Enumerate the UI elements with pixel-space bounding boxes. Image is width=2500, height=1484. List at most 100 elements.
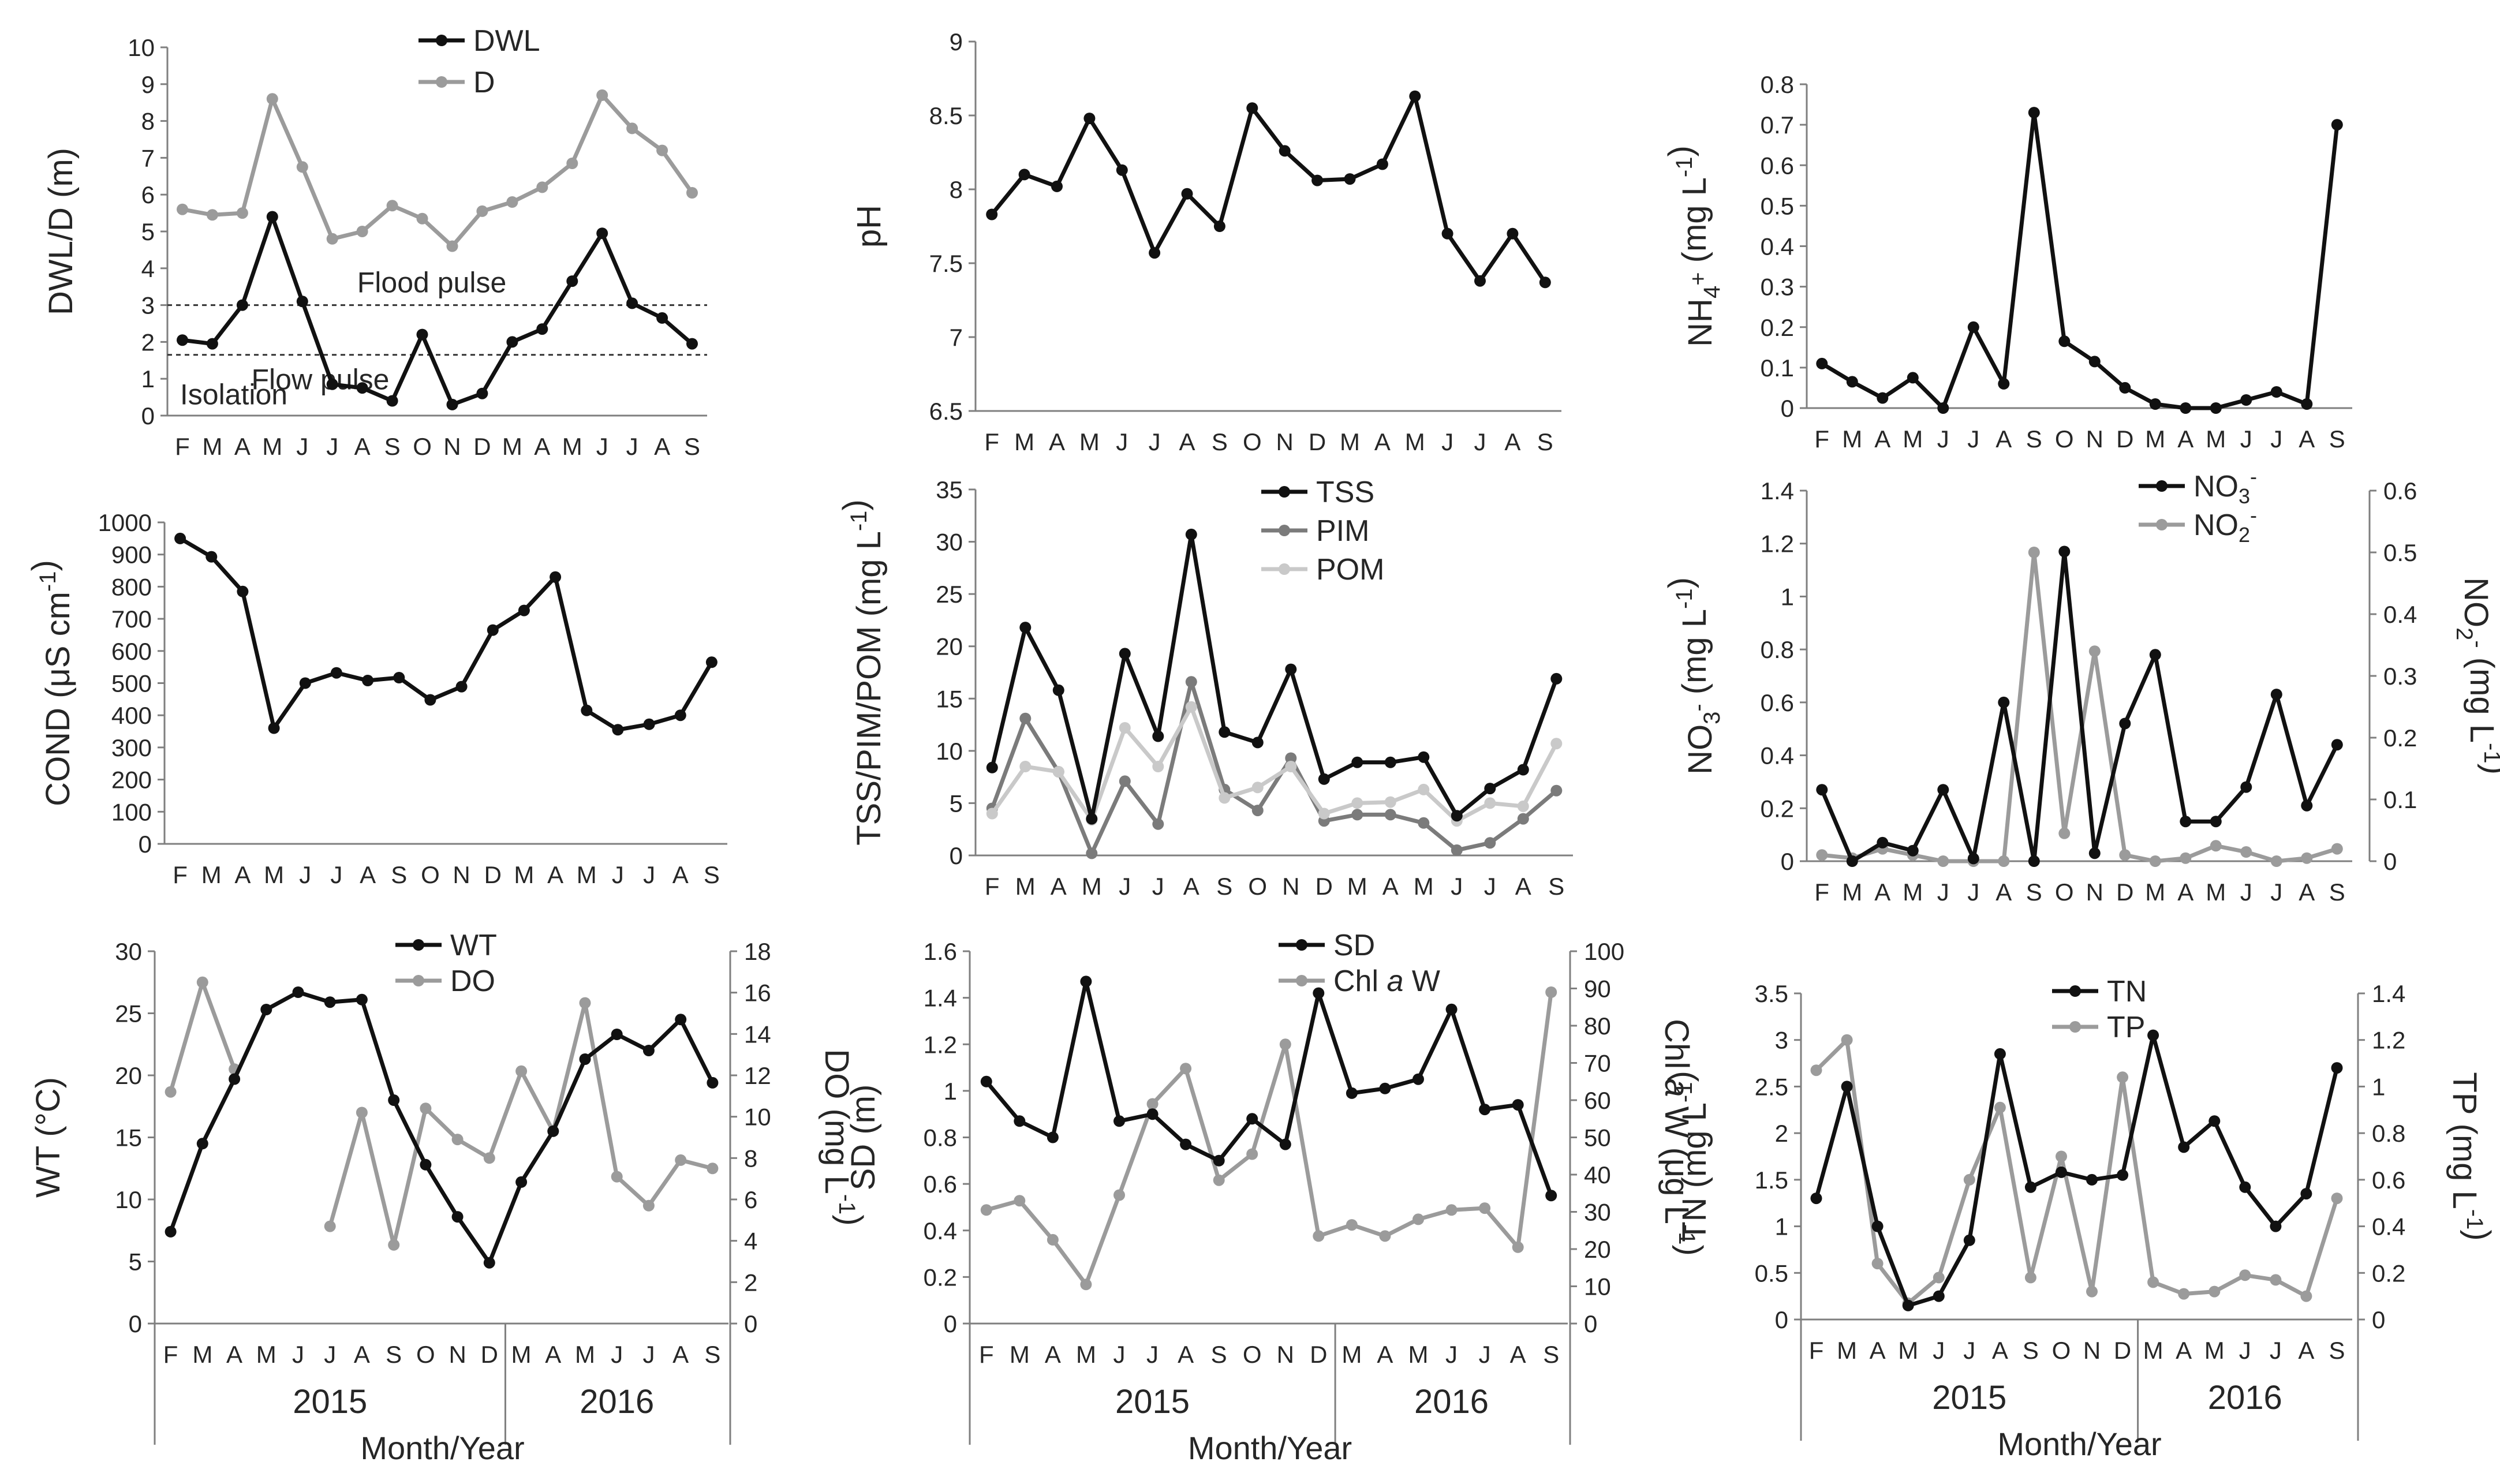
y-axis-right-title: TP (mg L-1): [2446, 1072, 2497, 1240]
x-tick-label: A: [1870, 1337, 1886, 1364]
data-point: [2331, 1193, 2343, 1205]
x-tick-label: S: [1548, 873, 1564, 900]
x-tick-label: M: [1010, 1341, 1030, 1368]
data-point: [362, 675, 374, 686]
data-point: [165, 1086, 177, 1098]
data-point: [299, 677, 311, 689]
data-point: [260, 1004, 272, 1015]
x-tick-label: N: [1282, 873, 1299, 900]
data-point: [1152, 730, 1164, 742]
data-point: [296, 161, 308, 173]
data-point: [1409, 90, 1421, 102]
x-tick-label: O: [2055, 425, 2074, 453]
data-point: [266, 211, 278, 223]
y-axis-right-title: NO2- (mg L-1): [2452, 577, 2500, 775]
y-tick-label: 8: [950, 176, 963, 203]
data-point: [980, 1204, 992, 1216]
x-tick-label: J: [1967, 879, 1979, 906]
data-point: [1507, 227, 1519, 240]
data-point: [1285, 663, 1297, 675]
y-tick-label: 9: [141, 71, 155, 98]
y-right-tick-label: 0: [744, 1310, 757, 1337]
x-tick-label: J: [612, 861, 624, 888]
legend-label: TN: [2107, 975, 2147, 1008]
x-tick-label: S: [1216, 873, 1232, 900]
data-point: [393, 672, 405, 683]
data-point: [2088, 847, 2101, 859]
data-point: [536, 323, 548, 335]
y-tick-label: 30: [115, 938, 142, 965]
y-right-tick-label: 0.4: [2372, 1213, 2405, 1240]
data-point: [386, 200, 398, 212]
x-tick-label: J: [1937, 879, 1949, 906]
data-point: [1517, 813, 1529, 825]
data-point: [2210, 840, 2222, 852]
y-tick-label: 6.5: [929, 398, 963, 425]
x-tick-label: M: [2145, 879, 2165, 906]
x-tick-label: F: [173, 861, 188, 888]
data-point: [686, 338, 698, 350]
data-point: [1871, 1258, 1884, 1270]
data-point: [596, 227, 608, 240]
data-point: [1907, 844, 1919, 857]
y-right-tick-label: 10: [744, 1104, 771, 1131]
x-tick-label: J: [1119, 873, 1131, 900]
x-tick-label: M: [1898, 1337, 1918, 1364]
data-point: [1113, 1115, 1125, 1127]
data-point: [451, 1134, 464, 1146]
data-point: [1994, 1101, 2006, 1113]
data-point: [2119, 717, 2131, 730]
data-point: [1080, 975, 1092, 988]
x-tick-label: A: [672, 1341, 689, 1368]
y-tick-label: 0: [1781, 395, 1794, 422]
data-point: [1412, 1073, 1424, 1085]
y-right-tick-label: 1: [2372, 1073, 2385, 1100]
y-axis-title: COND (μS cm-1): [25, 560, 77, 806]
x-tick-label: J: [1152, 873, 1164, 900]
x-tick-label: S: [2023, 1337, 2039, 1364]
data-point: [1149, 247, 1161, 259]
legend: TSS PIM POM: [1261, 476, 1384, 586]
data-point: [518, 604, 530, 616]
data-point: [1019, 712, 1032, 724]
data-point: [1418, 817, 1430, 829]
data-point: [2208, 1285, 2221, 1298]
x-tick-label: N: [1276, 428, 1294, 455]
data-point: [356, 1107, 368, 1119]
x-tick-label: A: [1504, 428, 1520, 455]
data-point: [1550, 738, 1563, 750]
y-tick-label: 10: [115, 1186, 142, 1213]
data-point: [1185, 701, 1197, 713]
y-tick-label: 15: [115, 1124, 142, 1152]
x-tick-label: D: [484, 861, 502, 888]
y-right-tick-label: 1.4: [2372, 980, 2405, 1007]
data-point: [1474, 275, 1486, 287]
x-tick-label: M: [1076, 1341, 1096, 1368]
y-tick-label: 400: [111, 702, 152, 729]
data-point: [451, 1211, 464, 1223]
data-point: [2270, 689, 2282, 701]
data-point: [1810, 1064, 1822, 1076]
data-point: [2240, 394, 2252, 406]
x-tick-label: D: [2116, 425, 2133, 453]
data-point: [446, 398, 458, 410]
x-tick-label: A: [1374, 428, 1391, 455]
data-point: [356, 226, 368, 237]
data-point: [1213, 220, 1225, 232]
x-axis-title: Month/Year: [1188, 1430, 1352, 1466]
data-point: [2028, 547, 2040, 558]
y-tick-label: 35: [936, 476, 963, 503]
data-point: [2088, 356, 2101, 368]
data-point: [196, 1138, 208, 1150]
data-point: [1418, 751, 1430, 763]
y-right-tick-label: 2: [744, 1269, 757, 1296]
data-point: [2058, 827, 2071, 839]
x-tick-label: S: [1211, 1341, 1227, 1368]
data-point: [1086, 813, 1098, 825]
year-label: 2016: [2208, 1379, 2282, 1416]
x-tick-label: A: [226, 1341, 242, 1368]
data-point: [1545, 1190, 1557, 1202]
data-point: [2301, 852, 2313, 864]
